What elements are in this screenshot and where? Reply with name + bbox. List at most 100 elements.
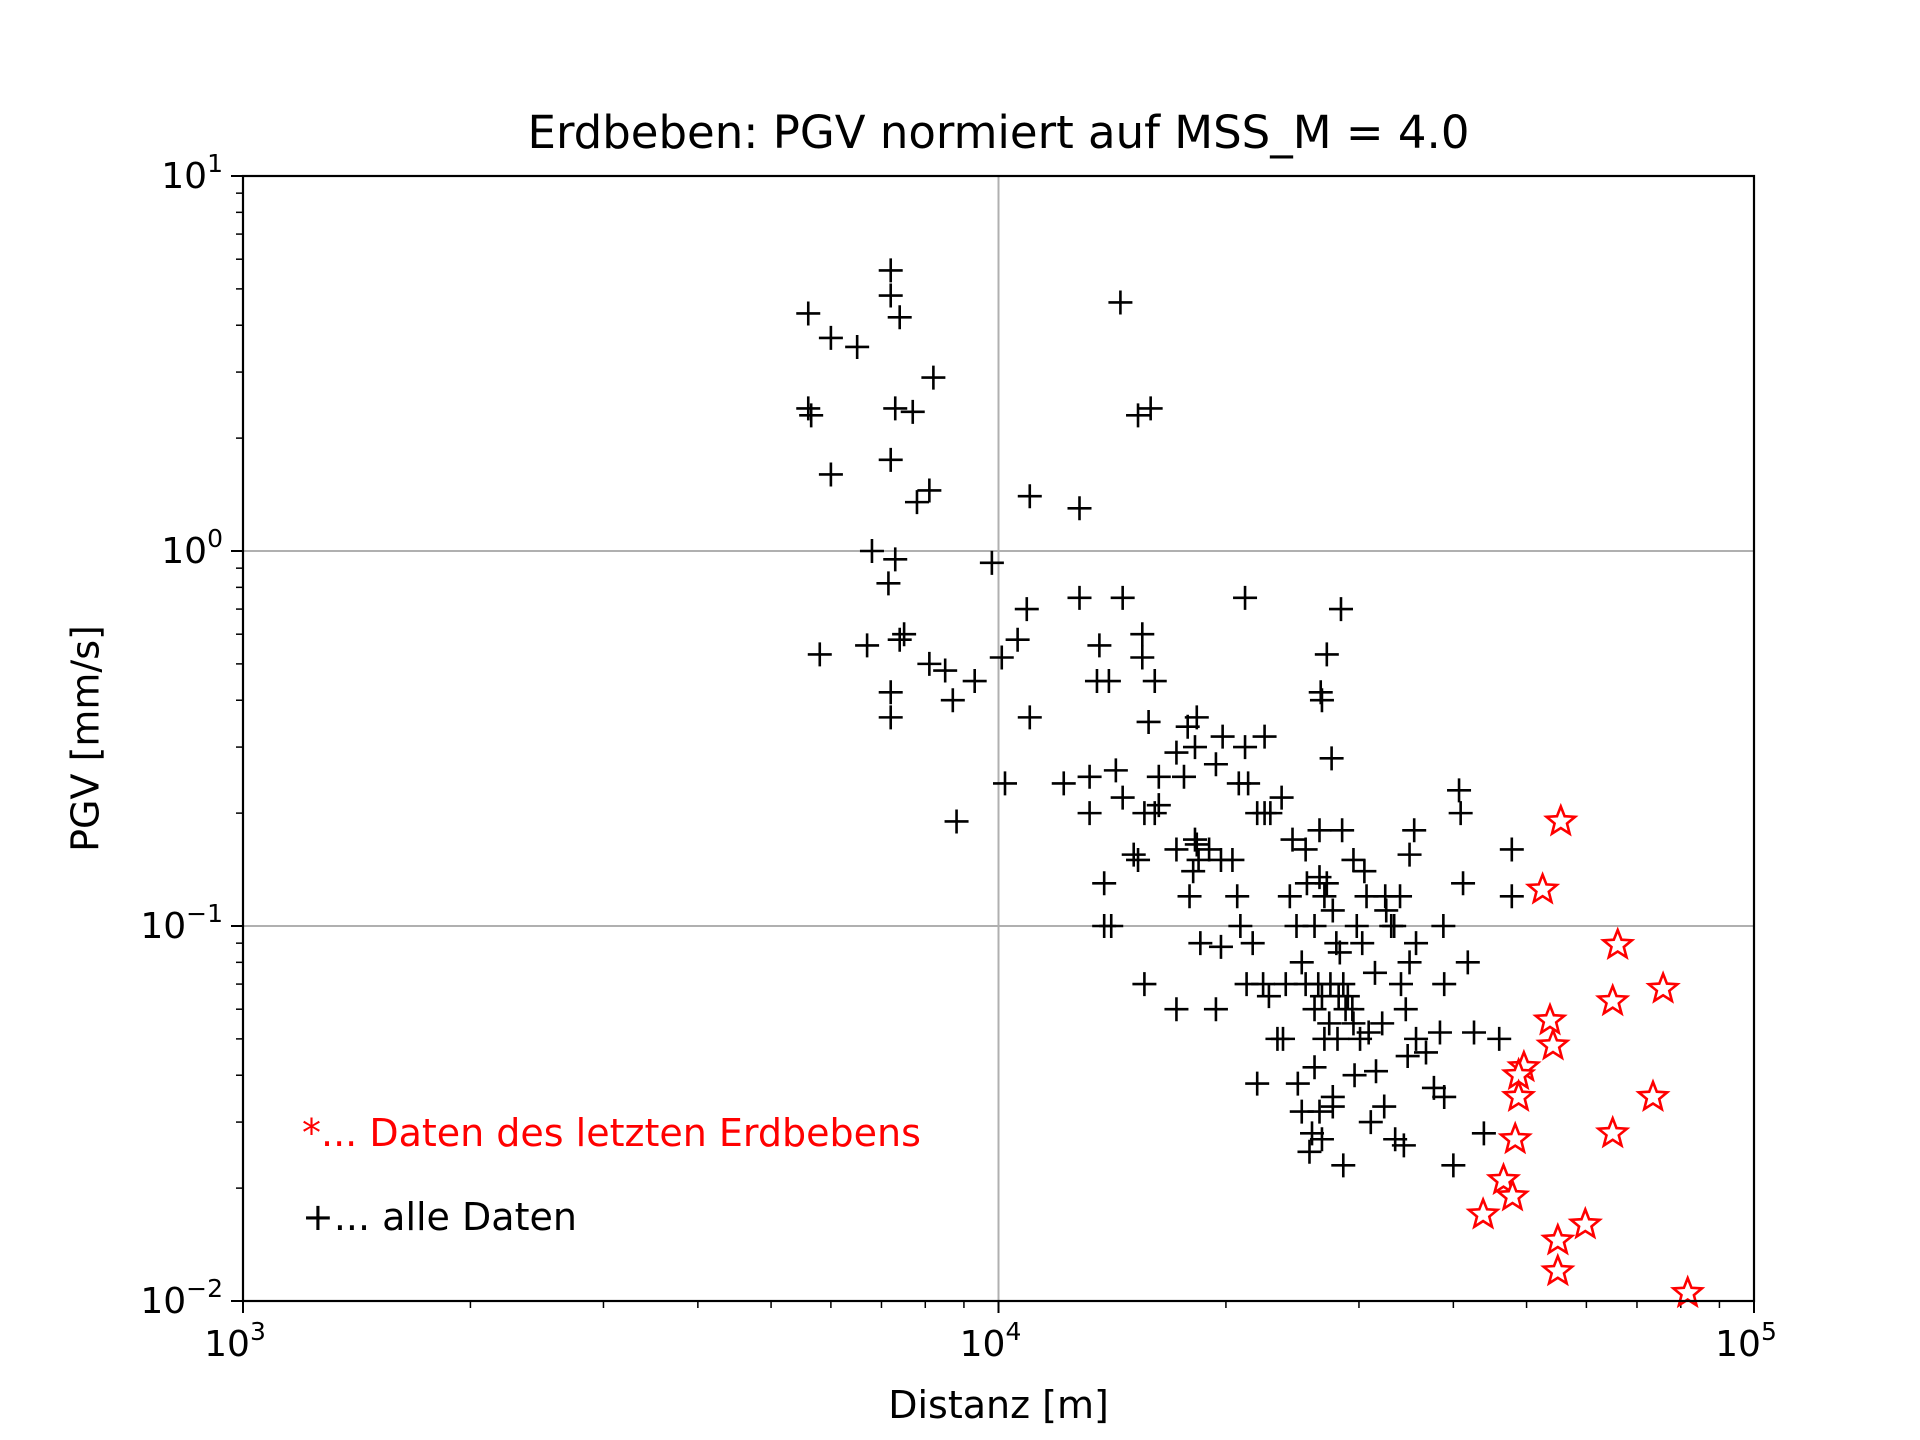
data-point-plus	[1358, 1110, 1383, 1135]
gridlines	[243, 176, 1754, 1301]
data-point-plus	[1388, 884, 1413, 909]
data-point-plus	[1451, 871, 1476, 896]
data-point-plus	[1297, 1139, 1322, 1164]
data-point-star	[1645, 970, 1681, 1004]
data-point-plus	[1197, 837, 1222, 862]
data-point-plus	[878, 258, 903, 283]
data-point-plus	[1092, 871, 1117, 896]
data-point-plus	[1164, 997, 1189, 1022]
data-point-star	[1540, 1252, 1576, 1287]
data-point-plus	[1182, 827, 1207, 852]
data-point-plus	[1138, 396, 1163, 421]
data-point-plus	[855, 633, 880, 658]
data-point-plus	[1228, 914, 1253, 938]
data-point-plus	[1318, 972, 1343, 997]
data-point-plus	[1171, 764, 1196, 789]
data-point-plus	[887, 627, 912, 652]
data-point-star	[1600, 926, 1636, 960]
data-point-plus	[1164, 837, 1189, 862]
x-tick-labels: 103 104 105	[204, 1317, 1777, 1365]
data-point-plus	[1441, 1153, 1466, 1178]
data-point-plus	[1280, 827, 1305, 852]
data-point-plus	[1404, 1026, 1429, 1051]
data-point-plus	[1397, 950, 1422, 975]
data-point-plus	[1132, 972, 1157, 997]
data-point-plus	[1302, 1055, 1327, 1080]
data-point-plus	[1327, 940, 1352, 965]
data-point-plus	[1203, 752, 1228, 777]
data-point-plus	[1330, 818, 1355, 843]
chart-title: Erdbeben: PGV normiert auf MSS_M = 4.0	[528, 106, 1470, 159]
data-point-plus	[1130, 645, 1155, 670]
data-point-plus	[1471, 1121, 1496, 1146]
data-point-plus	[883, 547, 908, 572]
data-point-plus	[883, 396, 908, 421]
data-point-star	[1497, 1120, 1533, 1155]
data-point-star	[1485, 1161, 1522, 1196]
data-point-plus	[859, 539, 884, 563]
data-point-plus	[1269, 785, 1294, 810]
data-point-plus	[900, 399, 925, 424]
data-point-plus	[1208, 934, 1233, 959]
data-point-plus	[1307, 818, 1332, 843]
annotation-latest-quake: *... Daten des letzten Erdbebens	[302, 1111, 921, 1155]
data-point-plus	[1136, 709, 1161, 734]
data-point-plus	[940, 688, 965, 713]
data-point-plus	[1099, 914, 1124, 938]
x-tick-label: 103	[204, 1317, 266, 1365]
data-point-plus	[1431, 914, 1456, 938]
data-point-plus	[1364, 1059, 1389, 1084]
data-point-plus	[1309, 1127, 1334, 1152]
data-point-plus	[1344, 914, 1369, 938]
data-point-plus	[1277, 884, 1302, 909]
data-point-plus	[1164, 740, 1189, 765]
data-point-plus	[1121, 842, 1146, 867]
data-point-plus	[917, 651, 942, 676]
data-point-plus	[1382, 914, 1407, 938]
data-point-plus	[1126, 847, 1151, 872]
data-point-plus	[1077, 801, 1102, 826]
data-point-plus	[1314, 871, 1339, 896]
data-point-plus	[1184, 705, 1209, 730]
data-point-plus	[1312, 884, 1337, 909]
data-point-plus	[989, 645, 1014, 670]
data-point-star	[1540, 1221, 1576, 1256]
data-point-plus	[979, 550, 1004, 575]
data-point-plus	[1017, 484, 1042, 509]
data-point-plus	[1014, 597, 1039, 622]
data-point-star	[1494, 1177, 1531, 1212]
data-point-star	[1543, 802, 1579, 837]
data-point-plus	[1432, 972, 1457, 997]
data-point-plus	[1350, 931, 1375, 956]
data-point-plus	[1096, 669, 1121, 694]
data-point-plus	[917, 478, 942, 503]
data-point-plus	[1110, 585, 1135, 610]
data-point-plus	[845, 334, 870, 359]
data-point-plus	[904, 490, 929, 515]
series-all-data	[796, 258, 1524, 1178]
data-point-plus	[1188, 931, 1213, 956]
data-point-plus	[878, 283, 903, 308]
data-point-plus	[1352, 859, 1377, 884]
data-point-plus	[1225, 884, 1250, 909]
data-point-plus	[1300, 1121, 1325, 1146]
data-point-plus	[1302, 997, 1327, 1022]
data-point-plus	[1402, 818, 1427, 843]
data-point-star	[1594, 1114, 1631, 1149]
x-axis-label: Distanz [m]	[888, 1383, 1109, 1427]
data-point-plus	[1487, 1026, 1512, 1051]
data-point-plus	[921, 365, 946, 390]
data-point-plus	[799, 403, 824, 428]
y-tick-label: 10−2	[140, 1274, 223, 1322]
data-point-plus	[1393, 997, 1418, 1022]
data-point-plus	[1240, 931, 1265, 956]
data-point-plus	[1333, 997, 1358, 1022]
data-point-plus	[1293, 837, 1318, 862]
data-point-plus	[1005, 627, 1030, 652]
data-point-plus	[1356, 1020, 1381, 1045]
data-point-plus	[1354, 884, 1379, 909]
data-point-plus	[818, 325, 843, 350]
data-point-plus	[876, 571, 901, 596]
data-point-plus	[878, 705, 903, 730]
data-point-plus	[1289, 950, 1314, 975]
